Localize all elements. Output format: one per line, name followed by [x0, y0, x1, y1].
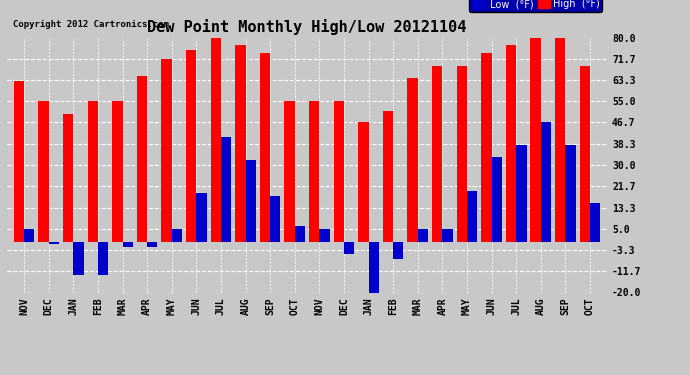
Bar [161, 58, 172, 242]
Bar [319, 229, 330, 242]
Bar [309, 101, 319, 242]
Bar [24, 229, 34, 242]
Bar [565, 145, 575, 242]
Bar [246, 160, 256, 242]
Bar [147, 242, 157, 247]
Bar [344, 242, 354, 254]
Bar [98, 242, 108, 274]
Bar [186, 50, 197, 242]
Bar [14, 81, 24, 242]
Bar [491, 158, 502, 242]
Bar [393, 242, 404, 260]
Bar [481, 53, 491, 242]
Bar [417, 229, 428, 242]
Bar [457, 66, 467, 242]
Bar [383, 111, 393, 242]
Bar [123, 242, 133, 247]
Bar [295, 226, 305, 242]
Text: Copyright 2012 Cartronics.com: Copyright 2012 Cartronics.com [13, 20, 169, 29]
Bar [221, 137, 231, 242]
Legend:  Low  (°F), High  (°F): Low (°F), High (°F) [469, 0, 602, 12]
Bar [88, 101, 98, 242]
Bar [432, 66, 442, 242]
Bar [407, 78, 417, 242]
Title: Dew Point Monthly High/Low 20121104: Dew Point Monthly High/Low 20121104 [148, 19, 466, 35]
Bar [210, 38, 221, 242]
Bar [63, 114, 73, 242]
Bar [260, 53, 270, 242]
Bar [541, 122, 551, 242]
Bar [516, 145, 526, 242]
Bar [368, 242, 379, 292]
Bar [531, 38, 541, 242]
Bar [235, 45, 246, 242]
Bar [270, 196, 280, 242]
Bar [334, 101, 344, 242]
Bar [112, 101, 123, 242]
Bar [358, 122, 368, 242]
Bar [555, 38, 565, 242]
Bar [442, 229, 453, 242]
Bar [467, 190, 477, 242]
Bar [39, 101, 49, 242]
Bar [590, 203, 600, 242]
Bar [580, 66, 590, 242]
Bar [73, 242, 83, 274]
Bar [284, 101, 295, 242]
Bar [506, 45, 516, 242]
Bar [137, 76, 147, 242]
Bar [172, 229, 182, 242]
Bar [49, 242, 59, 244]
Bar [197, 193, 207, 242]
